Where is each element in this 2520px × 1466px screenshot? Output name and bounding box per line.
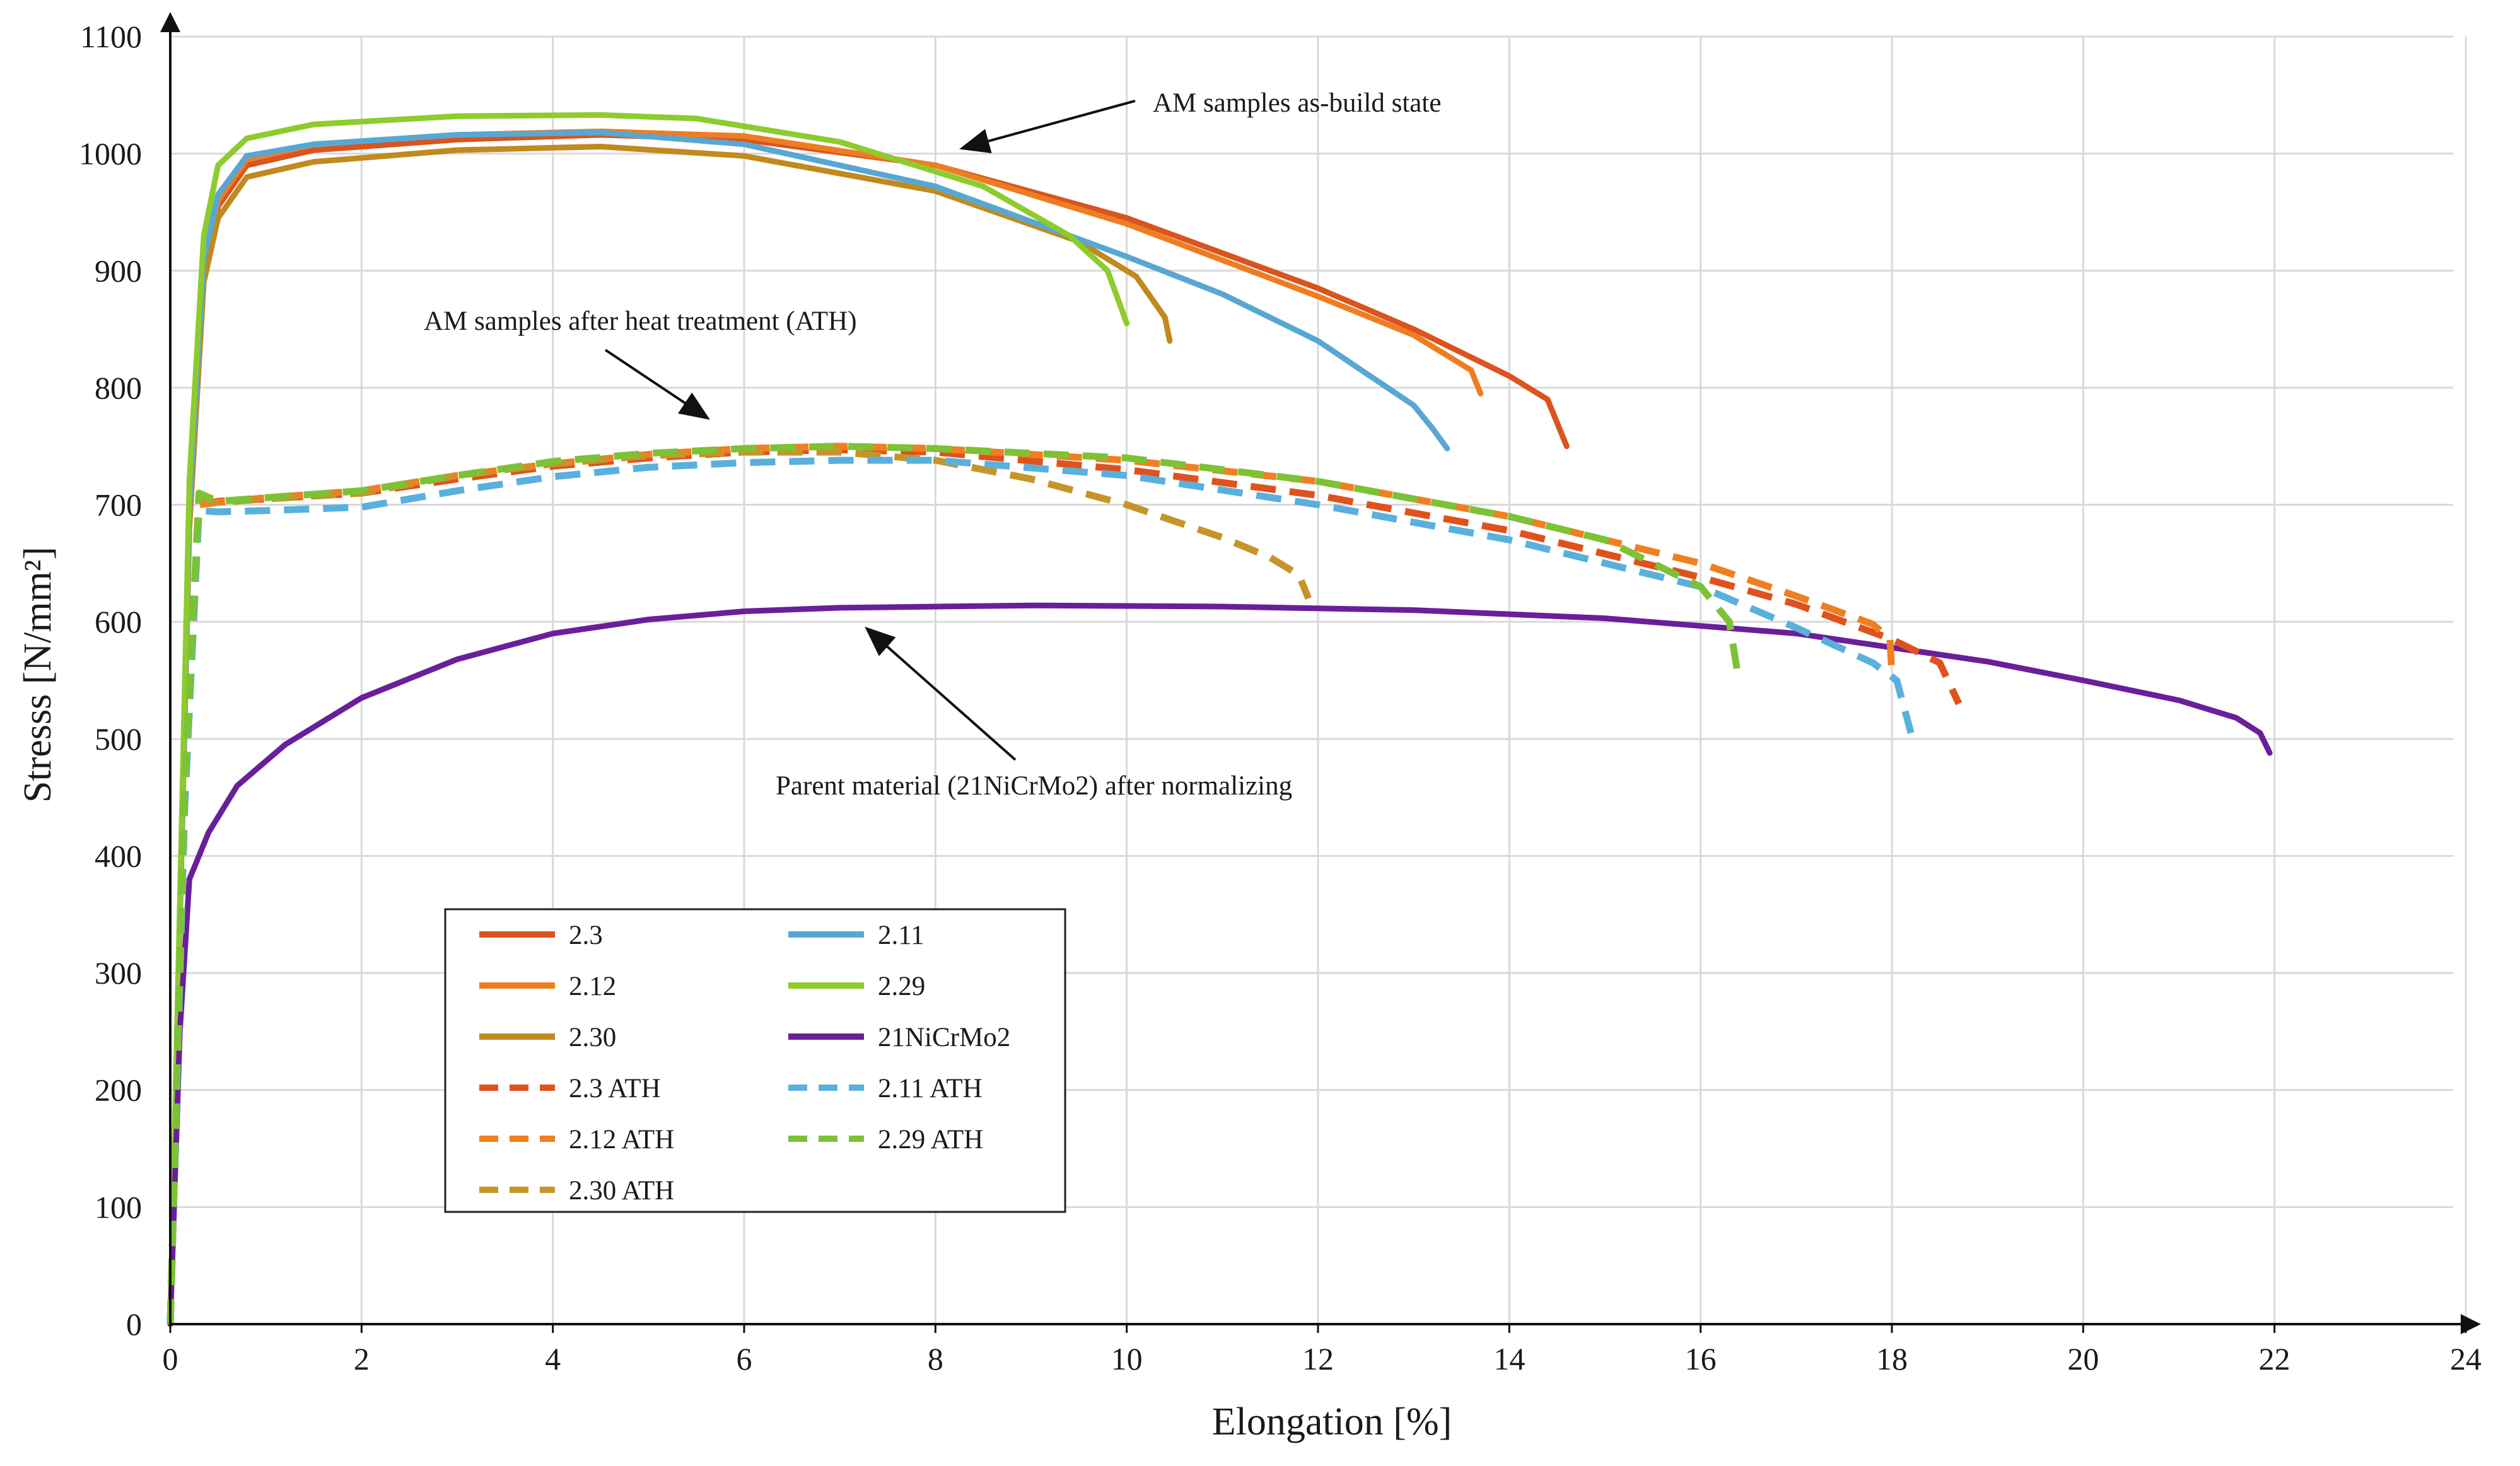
- axes: [160, 12, 2481, 1334]
- annotation-arrow-parent-material: [865, 626, 1017, 761]
- legend-label: 2.3 ATH: [569, 1074, 661, 1103]
- x-axis-label: Elongation [%]: [1212, 1400, 1452, 1443]
- annotation-heat-treatment: AM samples after heat treatment (ATH): [424, 306, 857, 336]
- series-line-2-29-ath: [166, 443, 1742, 1325]
- legend-label: 2.12: [569, 972, 616, 1001]
- series-line-2-29: [167, 112, 1130, 1327]
- x-tick-label: 8: [928, 1341, 943, 1376]
- y-tick-label: 600: [95, 604, 142, 639]
- y-tick-label: 400: [95, 838, 142, 873]
- legend-label: 2.11 ATH: [878, 1074, 983, 1103]
- y-tick-label: 500: [95, 721, 142, 757]
- x-tick-label: 20: [2067, 1341, 2099, 1376]
- annotation-as-build: AM samples as-build state: [1153, 88, 1441, 118]
- x-tick-label: 18: [1876, 1341, 1908, 1376]
- y-tick-label: 300: [95, 955, 142, 991]
- annotations: AM samples as-build state AM samples aft…: [424, 88, 1441, 801]
- legend-label: 2.29 ATH: [878, 1125, 983, 1155]
- y-tick-label: 200: [95, 1073, 142, 1108]
- y-tick-label: 800: [95, 370, 142, 405]
- legend-label: 2.12 ATH: [569, 1125, 674, 1155]
- y-tick-label: 0: [126, 1306, 142, 1342]
- y-axis-label: Stresss [N/mm²]: [16, 547, 59, 803]
- x-tick-label: 2: [354, 1341, 370, 1376]
- data-series: [166, 112, 2273, 1327]
- series-line-2-11-ath: [166, 457, 1915, 1325]
- legend: 2.3 2.11 2.12 2.29 2.30 21NiCrMo2 2.3 ATH 2.11 …: [444, 908, 1066, 1213]
- legend-label: 2.30 ATH: [569, 1176, 674, 1206]
- x-tick-label: 0: [163, 1341, 178, 1376]
- legend-label: 21NiCrMo2: [878, 1023, 1010, 1052]
- x-tick-label: 24: [2450, 1341, 2482, 1376]
- x-tick-label: 6: [737, 1341, 752, 1376]
- legend-label: 2.11: [878, 921, 925, 950]
- legend-label: 2.29: [878, 972, 925, 1001]
- y-tick-label: 1100: [80, 19, 142, 54]
- annotation-parent-material: Parent material (21NiCrMo2) after normal…: [776, 771, 1292, 801]
- annotation-arrow-heat-treatment: [604, 349, 710, 420]
- legend-label: 2.3: [569, 921, 603, 950]
- gridlines: [170, 35, 2467, 1324]
- x-tick-label: 22: [2259, 1341, 2290, 1376]
- y-tick-label: 700: [95, 487, 142, 523]
- y-tick-label: 100: [95, 1189, 142, 1225]
- x-tick-label: 14: [1493, 1341, 1525, 1376]
- x-tick-label: 16: [1685, 1341, 1717, 1376]
- x-tick-label: 4: [545, 1341, 561, 1376]
- series-line-21nicrmo2: [167, 602, 2273, 1327]
- y-tick-label: 900: [95, 253, 142, 288]
- legend-box: [444, 908, 1066, 1213]
- tick-labels: 0 2 4 6 8 10 12 14 16 18 20 22 240100200300400500600…: [79, 19, 2482, 1376]
- legend-label: 2.30: [569, 1023, 616, 1052]
- x-tick-label: 10: [1111, 1341, 1143, 1376]
- y-tick-label: 1000: [79, 136, 142, 172]
- annotation-arrow-as-build: [959, 100, 1136, 154]
- x-tick-label: 12: [1302, 1341, 1334, 1376]
- series-line-2-30-ath: [166, 448, 1312, 1325]
